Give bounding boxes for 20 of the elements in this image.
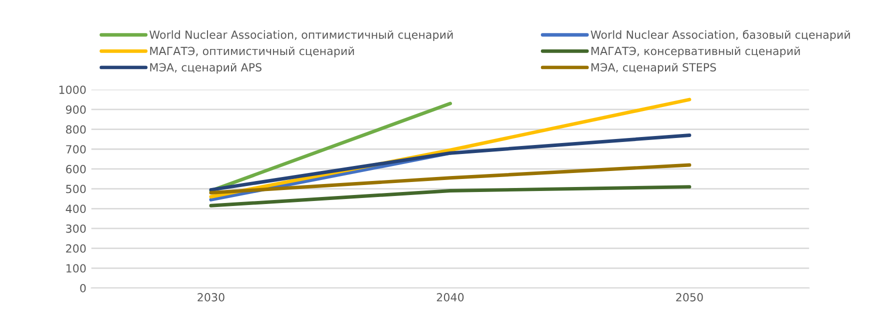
legend-label: МАГАТЭ, оптимистичный сценарий (150, 46, 354, 58)
legend-label: МАГАТЭ, консервативный сценарий (591, 46, 800, 58)
y-tick-label: 200 (66, 244, 86, 253)
y-tick-label: 800 (66, 125, 86, 134)
y-tick-label: 300 (66, 224, 86, 233)
y-tick-label: 500 (66, 184, 86, 194)
legend-label: МЭА, сценарий STEPS (591, 62, 716, 74)
y-tick-label: 600 (66, 164, 86, 174)
y-tick-label: 700 (66, 145, 86, 154)
y-tick-label: 0 (80, 284, 86, 292)
y-tick-label: 900 (66, 105, 86, 114)
y-tick-label: 1000 (59, 86, 86, 94)
legend-label: World Nuclear Association, базовый сценарий (590, 30, 850, 42)
x-tick-label: 2050 (676, 293, 703, 302)
x-tick-label: 2030 (198, 293, 224, 302)
y-tick-label: 100 (66, 264, 86, 273)
y-tick-label: 400 (66, 204, 86, 214)
legend-label: МЭА, сценарий APS (150, 62, 262, 74)
legend-label: World Nuclear Association, оптимистичный сценарий (150, 30, 453, 42)
x-tick-label: 2040 (436, 293, 464, 302)
